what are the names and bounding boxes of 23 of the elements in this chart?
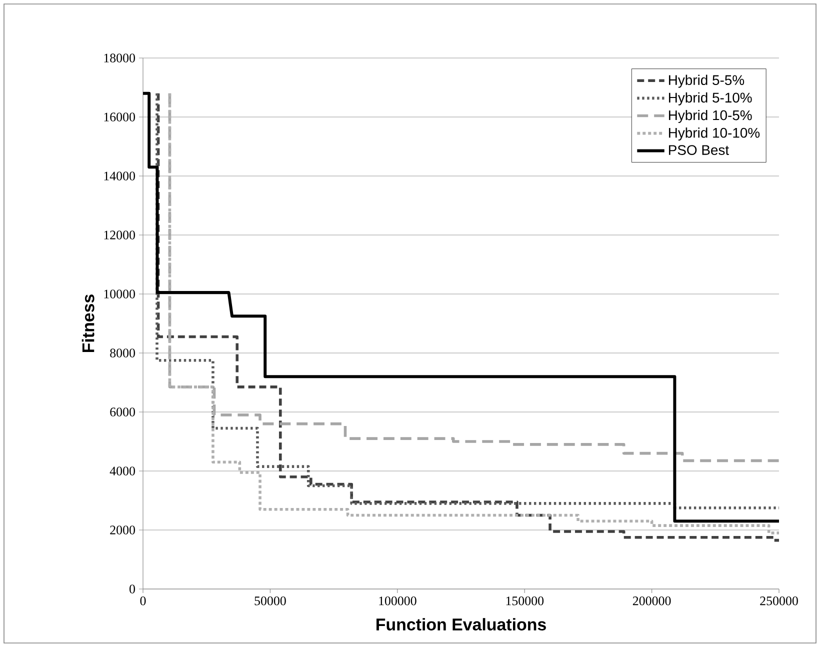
y-tick-label: 12000 bbox=[104, 230, 136, 240]
x-axis-title: Function Evaluations bbox=[376, 618, 546, 631]
legend-label: PSO Best bbox=[668, 145, 729, 155]
x-tick-label: 250000 bbox=[760, 596, 798, 606]
y-tick-label: 6000 bbox=[110, 408, 136, 416]
y-tick-label: 2000 bbox=[110, 526, 136, 534]
x-tick-label: 100000 bbox=[379, 596, 416, 606]
y-axis-title: Fitness bbox=[82, 294, 94, 352]
y-tick-label: 0 bbox=[130, 584, 136, 594]
x-tick-label: 150000 bbox=[506, 596, 544, 606]
x-tick-label: 200000 bbox=[632, 596, 671, 606]
legend-label: Hybrid 5-10% bbox=[668, 92, 752, 106]
legend-label: Hybrid 5-5% bbox=[668, 74, 744, 88]
y-tick-label: 4000 bbox=[110, 466, 136, 476]
x-tick-label: 50000 bbox=[254, 596, 286, 606]
y-tick-label: 14000 bbox=[104, 172, 136, 180]
y-tick-label: 8000 bbox=[110, 348, 136, 358]
legend-label: Hybrid 10-10% bbox=[668, 128, 760, 141]
y-tick-label: 10000 bbox=[104, 290, 136, 298]
legend-label: Hybrid 10-5% bbox=[668, 110, 752, 123]
x-tick-label: 0 bbox=[140, 596, 146, 606]
y-tick-label: 16000 bbox=[104, 112, 136, 122]
y-tick-label: 18000 bbox=[104, 54, 136, 62]
